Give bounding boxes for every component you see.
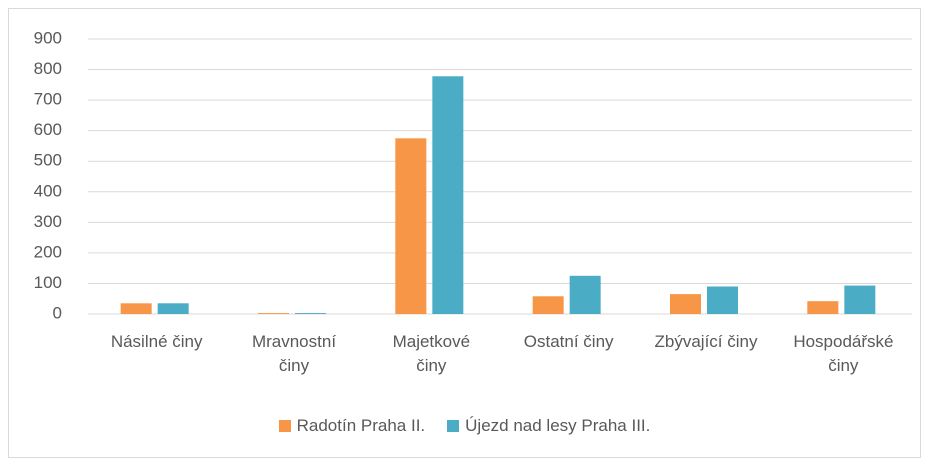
bar: [120, 303, 152, 314]
bar: [295, 313, 326, 314]
y-tick-label: 300: [34, 212, 62, 231]
y-tick-label: 200: [34, 242, 62, 261]
x-tick-label: Hospodářské činy: [793, 332, 894, 375]
legend-swatch: [447, 420, 460, 432]
x-tick-label: Majetkové činy: [392, 332, 471, 375]
legend: Radotín Praha II. Újezd nad lesy Praha II…: [0, 416, 929, 436]
legend-swatch: [278, 420, 291, 432]
y-tick-label: 600: [34, 120, 62, 139]
x-tick-label: Ostatní činy: [523, 332, 614, 351]
bar: [395, 138, 427, 314]
legend-item: Radotín Praha II.: [278, 416, 426, 436]
y-tick-label: 800: [34, 59, 62, 78]
chart-border: [8, 8, 921, 458]
bar: [707, 286, 738, 314]
bar: [807, 301, 839, 314]
bar: [157, 303, 189, 314]
y-tick-label: 500: [34, 151, 62, 170]
bar: [670, 294, 701, 314]
legend-label: Újezd nad lesy Praha III.: [465, 416, 651, 435]
x-tick-label: Zbývající činy: [654, 332, 758, 351]
y-tick-label: 400: [34, 181, 62, 200]
bar: [844, 285, 876, 314]
bar: [532, 296, 564, 314]
y-tick-label: 700: [34, 90, 62, 109]
y-tick-label: 900: [34, 28, 62, 47]
legend-item: Újezd nad lesy Praha III.: [447, 416, 650, 436]
y-tick-label: 100: [34, 273, 62, 292]
x-tick-label: Mravnostní činy: [251, 332, 337, 375]
y-tick-label: 0: [53, 303, 62, 322]
legend-label: Radotín Praha II.: [296, 416, 426, 435]
bar: [569, 275, 601, 314]
bar: [432, 76, 464, 315]
bar: [258, 313, 289, 314]
x-tick-label: Násilné činy: [110, 332, 203, 351]
